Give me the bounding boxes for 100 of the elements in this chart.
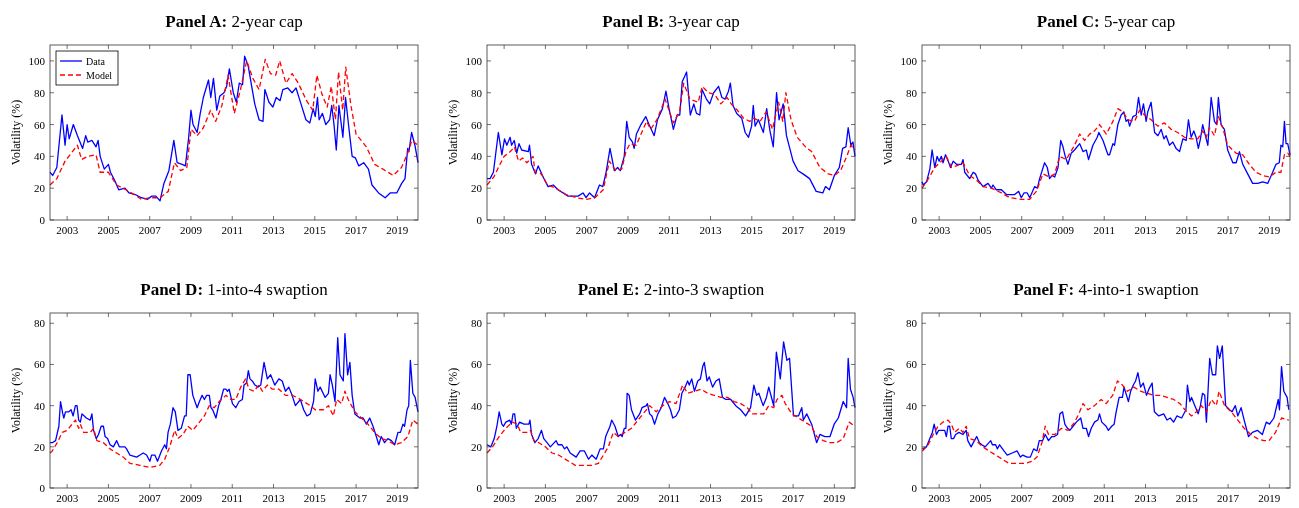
chart-title: Panel B: 3-year cap: [602, 12, 740, 31]
x-tick-label: 2015: [1175, 492, 1199, 504]
line-series: [921, 345, 1290, 458]
y-axis-title: Volatility (%): [881, 367, 895, 434]
x-tick-label: 2019: [386, 224, 409, 236]
x-tick-label: 2019: [823, 224, 846, 236]
y-tick-label: 40: [471, 399, 483, 412]
chart-title: Panel D: 1-into-4 swaption: [140, 280, 329, 299]
x-tick-label: 2017: [782, 492, 805, 504]
x-tick-label: 2011: [658, 224, 681, 236]
x-tick-label: 2011: [1093, 492, 1116, 504]
x-tick-label: 2013: [262, 224, 286, 236]
line-series: [486, 384, 856, 466]
legend-label: Model: [86, 69, 113, 81]
x-tick-label: 2017: [345, 224, 368, 236]
y-tick-label: 40: [906, 150, 918, 163]
y-tick-label: 20: [906, 440, 918, 453]
legend-label: Data: [86, 55, 106, 67]
chart-title: Panel F: 4-into-1 swaption: [1013, 280, 1200, 299]
x-tick-label: 2007: [575, 224, 599, 236]
x-tick-label: 2019: [1258, 492, 1281, 504]
x-tick-label: 2013: [262, 492, 286, 504]
x-tick-label: 2017: [1217, 492, 1240, 504]
x-tick-label: 2003: [493, 224, 516, 236]
x-tick-label: 2011: [1093, 224, 1116, 236]
y-tick-label: 0: [911, 214, 918, 226]
x-tick-label: 2007: [575, 492, 599, 504]
x-tick-label: 2013: [1134, 224, 1158, 236]
x-tick-label: 2019: [1258, 224, 1281, 236]
y-tick-label: 20: [34, 440, 46, 453]
x-tick-label: 2015: [303, 224, 327, 236]
y-tick-label: 100: [465, 54, 483, 67]
x-tick-label: 2015: [1175, 224, 1199, 236]
y-tick-label: 60: [906, 118, 918, 131]
y-tick-label: 60: [471, 358, 483, 371]
line-series: [49, 378, 419, 469]
x-tick-label: 2017: [1217, 224, 1240, 236]
x-tick-label: 2007: [138, 224, 162, 236]
y-axis-title: Volatility (%): [9, 99, 23, 166]
y-tick-label: 0: [476, 482, 483, 494]
line-series: [921, 380, 1290, 464]
y-tick-label: 20: [906, 182, 918, 195]
x-tick-label: 2009: [179, 492, 203, 504]
y-tick-label: 20: [34, 182, 46, 195]
x-tick-label: 2013: [699, 224, 723, 236]
y-tick-label: 60: [471, 118, 483, 131]
y-tick-label: 40: [34, 399, 46, 412]
x-tick-label: 2003: [928, 492, 951, 504]
y-tick-label: 80: [471, 86, 483, 99]
y-tick-label: 20: [471, 440, 483, 453]
x-tick-label: 2005: [97, 224, 120, 236]
y-tick-label: 80: [34, 317, 46, 330]
x-tick-label: 2013: [699, 492, 723, 504]
y-axis-title: Volatility (%): [446, 367, 460, 434]
chart-title: Panel A: 2-year cap: [165, 12, 303, 31]
x-tick-label: 2011: [221, 224, 244, 236]
chart-title: Panel C: 5-year cap: [1036, 12, 1176, 31]
x-tick-label: 2011: [658, 492, 681, 504]
y-tick-label: 20: [471, 182, 483, 195]
x-tick-label: 2015: [740, 224, 764, 236]
y-tick-label: 0: [476, 214, 483, 226]
x-tick-label: 2019: [386, 492, 409, 504]
y-tick-label: 40: [34, 150, 46, 163]
y-tick-label: 80: [906, 86, 918, 99]
x-tick-label: 2009: [616, 224, 640, 236]
y-tick-label: 60: [34, 118, 46, 131]
x-tick-label: 2017: [782, 224, 805, 236]
x-tick-label: 2005: [97, 492, 120, 504]
y-tick-label: 100: [900, 54, 918, 67]
x-tick-label: 2011: [221, 492, 244, 504]
y-axis-title: Volatility (%): [881, 99, 895, 166]
line-series: [49, 332, 419, 462]
x-tick-label: 2015: [740, 492, 764, 504]
y-tick-label: 60: [34, 358, 46, 371]
x-tick-label: 2007: [1010, 224, 1034, 236]
y-tick-label: 0: [911, 482, 918, 494]
line-series: [486, 341, 856, 460]
x-tick-label: 2013: [1134, 492, 1158, 504]
y-tick-label: 80: [906, 317, 918, 330]
x-tick-label: 2005: [969, 492, 992, 504]
chart-title: Panel E: 2-into-3 swaption: [577, 280, 765, 299]
x-tick-label: 2003: [56, 492, 79, 504]
y-axis-title: Volatility (%): [9, 367, 23, 434]
x-tick-label: 2019: [823, 492, 846, 504]
x-tick-label: 2009: [1051, 492, 1075, 504]
x-tick-label: 2007: [138, 492, 162, 504]
x-tick-label: 2009: [1051, 224, 1075, 236]
y-tick-label: 40: [906, 399, 918, 412]
x-tick-label: 2005: [534, 224, 557, 236]
y-tick-label: 60: [906, 358, 918, 371]
y-tick-label: 80: [34, 86, 46, 99]
x-tick-label: 2005: [969, 224, 992, 236]
y-tick-label: 0: [39, 214, 46, 226]
x-tick-label: 2005: [534, 492, 557, 504]
x-tick-label: 2003: [493, 492, 516, 504]
x-tick-label: 2017: [345, 492, 368, 504]
y-tick-label: 40: [471, 150, 483, 163]
x-tick-label: 2003: [56, 224, 79, 236]
y-tick-label: 100: [28, 54, 46, 67]
x-tick-label: 2007: [1010, 492, 1034, 504]
